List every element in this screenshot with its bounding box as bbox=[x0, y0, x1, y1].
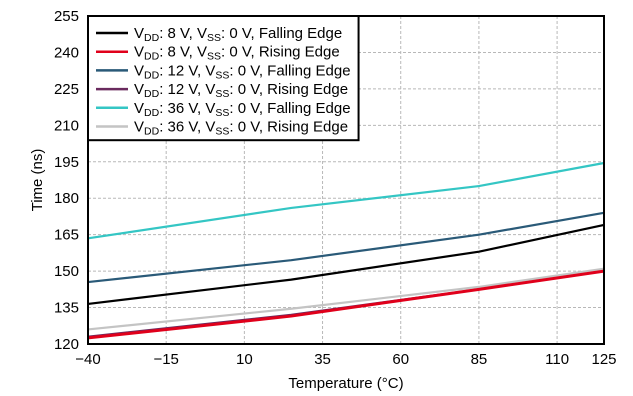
series-line-1 bbox=[87, 223, 605, 306]
y-tick-label: 150 bbox=[54, 263, 79, 280]
legend-text-part: : 8 V, V bbox=[159, 25, 207, 42]
legend-text-part: V bbox=[134, 81, 144, 98]
legend-text-part: V bbox=[134, 119, 144, 136]
y-tick-label: 195 bbox=[54, 154, 79, 171]
legend-subscript: DD bbox=[144, 88, 160, 100]
legend-entry: VDD: 36 V, VSS: 0 V, Rising Edge bbox=[134, 119, 348, 138]
x-tick-label: −40 bbox=[75, 351, 100, 368]
x-axis-title: Temperature (°C) bbox=[288, 375, 403, 392]
y-tick-label: 240 bbox=[54, 44, 79, 61]
x-axis-ticks: −40 −15 10 35 60 85 110 125 bbox=[75, 351, 616, 368]
legend-text-part: V bbox=[134, 44, 144, 61]
legend-text-part: : 0 V, Rising Edge bbox=[229, 81, 348, 98]
legend-text-part: : 8 V, V bbox=[159, 44, 207, 61]
legend-subscript: SS bbox=[215, 88, 229, 100]
x-tick-label: 10 bbox=[236, 351, 253, 368]
legend-entry: VDD: 8 V, VSS: 0 V, Rising Edge bbox=[134, 44, 340, 63]
legend-subscript: SS bbox=[215, 107, 229, 119]
legend-entry: VDD: 12 V, VSS: 0 V, Rising Edge bbox=[134, 81, 348, 100]
legend-text-part: V bbox=[134, 25, 144, 42]
series-line-3 bbox=[87, 211, 605, 284]
legend-text-part: : 12 V, V bbox=[159, 62, 215, 79]
y-tick-label: 165 bbox=[54, 227, 79, 244]
legend-subscript: SS bbox=[207, 32, 221, 44]
legend-entry: VDD: 36 V, VSS: 0 V, Falling Edge bbox=[134, 100, 351, 119]
y-axis-title: Time (ns) bbox=[29, 149, 46, 212]
legend-text-part: V bbox=[134, 62, 144, 79]
x-tick-label: 125 bbox=[591, 351, 616, 368]
legend-subscript: DD bbox=[144, 107, 160, 119]
series-line-6 bbox=[87, 267, 605, 331]
legend-subscript: DD bbox=[144, 51, 160, 63]
legend-text-part: : 12 V, V bbox=[159, 81, 215, 98]
legend-text-part: : 36 V, V bbox=[159, 119, 215, 136]
legend-text-part: : 0 V, Rising Edge bbox=[221, 44, 340, 61]
legend-text-part: : 0 V, Falling Edge bbox=[229, 62, 350, 79]
legend-box bbox=[87, 15, 360, 142]
legend-subscript: SS bbox=[215, 126, 229, 138]
legend-subscript: SS bbox=[215, 69, 229, 81]
legend-subscript: DD bbox=[144, 32, 160, 44]
legend-subscript: SS bbox=[207, 51, 221, 63]
y-tick-label: 255 bbox=[54, 8, 79, 25]
legend-text-part: : 36 V, V bbox=[159, 100, 215, 117]
legend-subscript: DD bbox=[144, 69, 160, 81]
legend-text-part: V bbox=[134, 100, 144, 117]
legend-subscript: DD bbox=[144, 126, 160, 138]
series-line-2 bbox=[87, 269, 605, 340]
legend-entry: VDD: 8 V, VSS: 0 V, Falling Edge bbox=[134, 25, 342, 44]
legend-text-part: : 0 V, Rising Edge bbox=[229, 119, 348, 136]
x-tick-label: 110 bbox=[545, 351, 569, 368]
y-tick-label: 135 bbox=[54, 300, 79, 317]
legend-text-part: : 0 V, Falling Edge bbox=[221, 25, 342, 42]
legend-text-part: : 0 V, Falling Edge bbox=[229, 100, 350, 117]
x-tick-label: 60 bbox=[392, 351, 409, 368]
legend-entry: VDD: 12 V, VSS: 0 V, Falling Edge bbox=[134, 62, 351, 81]
x-tick-label: −15 bbox=[153, 351, 178, 368]
y-tick-label: 210 bbox=[54, 117, 79, 134]
y-tick-label: 120 bbox=[54, 336, 79, 353]
series-lines bbox=[87, 161, 605, 340]
y-tick-label: 225 bbox=[54, 81, 79, 98]
y-tick-label: 180 bbox=[54, 190, 79, 207]
series-line-5 bbox=[87, 161, 605, 240]
y-axis-ticks: 120 135 150 165 180 195 210 225 240 255 bbox=[54, 8, 79, 353]
x-tick-label: 35 bbox=[314, 351, 331, 368]
x-tick-label: 85 bbox=[471, 351, 488, 368]
